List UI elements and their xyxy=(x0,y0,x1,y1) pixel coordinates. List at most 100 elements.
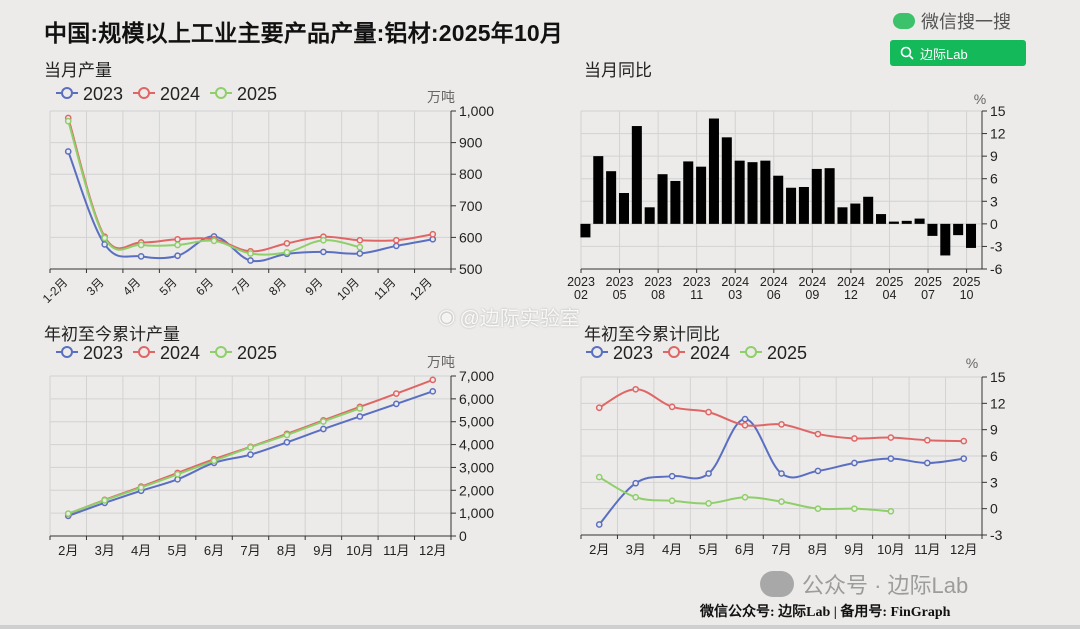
svg-text:6: 6 xyxy=(990,171,998,187)
svg-text:3,000: 3,000 xyxy=(459,459,494,475)
svg-text:07: 07 xyxy=(921,288,935,302)
svg-text:6月: 6月 xyxy=(735,542,755,557)
bar xyxy=(734,160,745,224)
bar xyxy=(631,126,642,224)
series-2024 xyxy=(67,117,433,253)
svg-text:0: 0 xyxy=(990,501,998,517)
weibo-watermark: ◉ @边际实验室 xyxy=(438,306,580,330)
wechat-search-text: 微信搜一搜 xyxy=(921,12,1011,32)
svg-text:08: 08 xyxy=(651,288,665,302)
svg-text:6: 6 xyxy=(990,448,998,464)
svg-text:8月: 8月 xyxy=(808,542,828,557)
svg-text:6月: 6月 xyxy=(193,275,216,298)
svg-text:1,000: 1,000 xyxy=(459,505,494,521)
svg-text:9: 9 xyxy=(990,148,998,164)
svg-text:5月: 5月 xyxy=(157,275,180,298)
bar xyxy=(580,223,591,238)
bar xyxy=(824,168,835,224)
svg-text:4月: 4月 xyxy=(131,543,151,558)
svg-text:2024: 2024 xyxy=(690,343,730,363)
svg-text:8月: 8月 xyxy=(277,543,297,558)
svg-text:500: 500 xyxy=(459,261,483,277)
svg-text:0: 0 xyxy=(459,528,467,544)
svg-text:万吨: 万吨 xyxy=(427,354,455,370)
bar xyxy=(901,220,912,224)
svg-text:2024: 2024 xyxy=(160,343,200,363)
svg-text:2024: 2024 xyxy=(837,275,865,289)
svg-text:06: 06 xyxy=(767,288,781,302)
bar xyxy=(773,175,784,224)
svg-text:10: 10 xyxy=(960,288,974,302)
svg-text:2,000: 2,000 xyxy=(459,482,494,498)
svg-text:7月: 7月 xyxy=(240,543,260,558)
svg-text:3月: 3月 xyxy=(626,542,646,557)
bar xyxy=(927,223,938,236)
svg-text:%: % xyxy=(974,91,986,107)
svg-text:02: 02 xyxy=(574,288,588,302)
svg-text:3月: 3月 xyxy=(95,543,115,558)
svg-text:9: 9 xyxy=(990,422,998,438)
wechat-search-button-label: 边际Lab xyxy=(920,46,968,62)
svg-text:万吨: 万吨 xyxy=(427,89,455,105)
svg-text:900: 900 xyxy=(459,135,483,151)
svg-text:2023: 2023 xyxy=(683,275,711,289)
chart-title-ytd: 年初至今累计产量 xyxy=(44,325,180,344)
svg-text:2025: 2025 xyxy=(876,275,904,289)
svg-text:04: 04 xyxy=(883,288,897,302)
svg-text:7,000: 7,000 xyxy=(459,368,494,384)
bar xyxy=(683,161,694,224)
svg-text:1,000: 1,000 xyxy=(459,103,494,119)
chart-title-ytd-yoy: 年初至今累计同比 xyxy=(584,325,720,344)
bar xyxy=(696,166,707,224)
svg-text:2025: 2025 xyxy=(767,343,807,363)
bar xyxy=(721,137,732,224)
svg-text:0: 0 xyxy=(990,216,998,232)
bar xyxy=(914,218,925,224)
wechat-search-button[interactable]: 边际Lab xyxy=(890,40,1026,66)
svg-text:11月: 11月 xyxy=(371,275,398,302)
svg-text:-6: -6 xyxy=(990,261,1003,277)
page-title: 中国:规模以上工业主要产品产量:铝材:2025年10月 xyxy=(44,20,564,46)
bar xyxy=(888,221,899,224)
svg-text:1-2月: 1-2月 xyxy=(40,275,71,306)
svg-text:9月: 9月 xyxy=(844,542,864,557)
svg-text:15: 15 xyxy=(990,369,1006,385)
svg-text:2023: 2023 xyxy=(613,343,653,363)
bar xyxy=(837,207,848,224)
svg-text:2023: 2023 xyxy=(606,275,634,289)
bar xyxy=(953,223,964,236)
svg-text:9月: 9月 xyxy=(302,275,325,298)
svg-text:2024: 2024 xyxy=(721,275,749,289)
svg-text:2025: 2025 xyxy=(953,275,981,289)
bar xyxy=(644,207,655,224)
svg-text:12月: 12月 xyxy=(419,543,446,558)
bar xyxy=(850,203,861,224)
svg-text:2月: 2月 xyxy=(58,543,78,558)
svg-text:6,000: 6,000 xyxy=(459,391,494,407)
svg-text:8月: 8月 xyxy=(266,275,289,298)
svg-text:4月: 4月 xyxy=(120,275,143,298)
chart-title-monthly-yoy: 当月同比 xyxy=(584,61,652,80)
svg-text:6月: 6月 xyxy=(204,543,224,558)
svg-text:-3: -3 xyxy=(990,527,1003,543)
svg-text:2023: 2023 xyxy=(83,343,123,363)
svg-text:15: 15 xyxy=(990,103,1006,119)
svg-text:2023: 2023 xyxy=(83,84,123,104)
svg-text:3月: 3月 xyxy=(84,275,107,298)
bar xyxy=(811,168,822,224)
search-icon xyxy=(900,46,914,60)
svg-text:09: 09 xyxy=(805,288,819,302)
bar xyxy=(593,156,604,224)
wechat-search-label: 微信搜一搜 xyxy=(893,8,1011,34)
svg-text:2024: 2024 xyxy=(760,275,788,289)
svg-text:03: 03 xyxy=(728,288,742,302)
svg-text:2023: 2023 xyxy=(644,275,672,289)
svg-text:10月: 10月 xyxy=(877,542,904,557)
svg-text:12月: 12月 xyxy=(950,542,977,557)
bar xyxy=(747,162,758,224)
bar xyxy=(786,187,797,224)
svg-text:%: % xyxy=(966,355,978,371)
bar xyxy=(798,186,809,224)
svg-text:4,000: 4,000 xyxy=(459,437,494,453)
